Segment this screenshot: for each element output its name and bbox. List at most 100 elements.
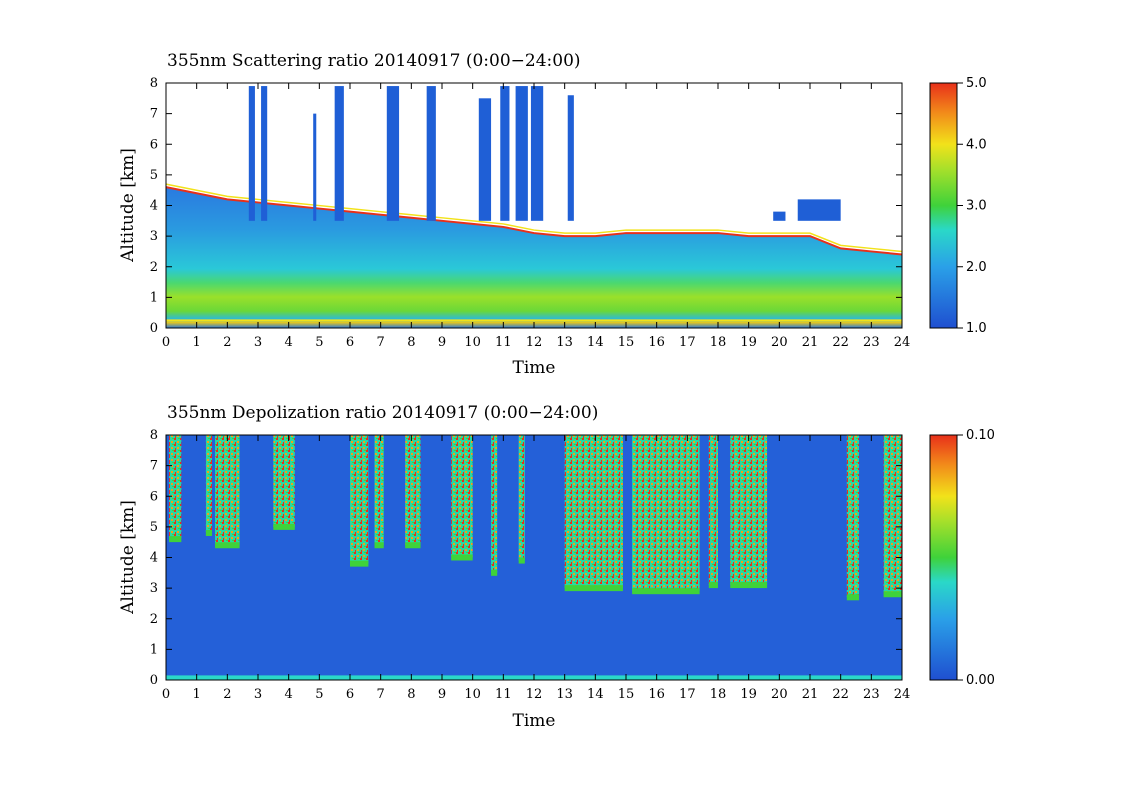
y-tick-label: 4	[150, 199, 158, 214]
x-tick-label: 16	[648, 335, 665, 350]
high-depol-region	[451, 435, 473, 558]
x-tick-label: 18	[710, 687, 727, 702]
colorbar-tick-label: 0.00	[966, 673, 995, 688]
x-tick-label: 24	[894, 687, 911, 702]
high-depol-region	[205, 435, 212, 533]
x-tick-label: 23	[863, 687, 880, 702]
x-tick-label: 9	[438, 687, 446, 702]
x-tick-label: 4	[285, 687, 293, 702]
y-axis: 0 1 2 3 4 5 6 7 8	[150, 76, 902, 336]
x-tick-label: 6	[346, 335, 354, 350]
high-depol-region	[708, 435, 718, 586]
cloud-base-band	[405, 542, 421, 549]
x-tick-label: 1	[193, 335, 201, 350]
colorbar-tick-label: 3.0	[966, 199, 987, 214]
colorbar	[929, 434, 958, 681]
y-tick-label: 6	[150, 137, 158, 152]
y-tick-label: 1	[150, 642, 158, 657]
x-tick-label: 0	[162, 687, 170, 702]
x-tick-label: 5	[315, 687, 323, 702]
x-axis-label: Time	[513, 358, 556, 378]
x-tick-label: 12	[526, 687, 543, 702]
x-axis-label: Time	[513, 711, 556, 731]
high-depol-region	[374, 435, 384, 546]
x-tick-label: 21	[802, 687, 819, 702]
chart-title: 355nm Depolization ratio 20140917 (0:00−…	[167, 403, 598, 423]
cloud-base-band	[350, 560, 369, 567]
x-tick-label: 2	[223, 687, 231, 702]
y-tick-label: 7	[150, 107, 158, 122]
colorbar	[929, 82, 958, 329]
y-axis-label: Altitude [km]	[118, 148, 138, 263]
cloud-base-contour	[165, 186, 903, 256]
x-tick-label: 3	[254, 687, 262, 702]
cloud-column	[797, 199, 841, 221]
colorbar-tick-label: 2.0	[966, 260, 987, 275]
panel-scattering-ratio: 355nm Scattering ratio 20140917 (0:00−24…	[118, 51, 987, 378]
x-tick-label: 8	[407, 335, 415, 350]
cloud-base-contour-outer	[165, 183, 903, 253]
x-tick-label: 11	[495, 687, 512, 702]
x-tick-label: 8	[407, 687, 415, 702]
x-tick-label: 1	[193, 687, 201, 702]
x-tick-label: 24	[894, 335, 911, 350]
y-tick-label: 5	[150, 168, 158, 183]
x-tick-label: 15	[618, 687, 635, 702]
cloud-base-band	[215, 542, 240, 549]
colorbar-tick-label: 0.10	[966, 428, 995, 443]
cloud-base-band	[846, 594, 860, 601]
x-tick-label: 2	[223, 335, 231, 350]
cloud-base-band	[883, 591, 902, 598]
x-tick-label: 10	[464, 687, 481, 702]
y-tick-label: 2	[150, 260, 158, 275]
high-depol-region	[405, 435, 421, 546]
x-tick-label: 21	[802, 335, 819, 350]
x-tick-label: 20	[771, 687, 788, 702]
cloud-base-band	[491, 569, 498, 576]
y-tick-label: 0	[150, 673, 158, 688]
x-tick-label: 16	[648, 687, 665, 702]
y-tick-label: 8	[150, 76, 158, 91]
high-depol-region	[491, 435, 498, 573]
y-tick-label: 7	[150, 459, 158, 474]
high-depol-region	[564, 435, 623, 589]
x-tick-label: 13	[556, 335, 573, 350]
high-depol-region	[730, 435, 768, 586]
y-tick-label: 3	[150, 581, 158, 596]
cloud-column	[426, 86, 436, 221]
cloud-column	[261, 86, 268, 221]
x-axis: 0 1 2 3 4 5 6 7 8 9 10 11 12 13 14 15 16 17 18 19 20 21 22 23 24	[162, 435, 910, 702]
high-depol-region	[632, 435, 700, 592]
colorbar-tick-label: 1.0	[966, 321, 987, 336]
x-tick-label: 14	[587, 335, 604, 350]
y-tick-label: 5	[150, 520, 158, 535]
y-tick-label: 4	[150, 551, 158, 566]
x-tick-label: 22	[832, 335, 849, 350]
cloud-column	[248, 86, 255, 221]
cloud-column	[530, 86, 544, 221]
x-tick-label: 12	[526, 335, 543, 350]
colorbar-tick-label: 4.0	[966, 137, 987, 152]
y-tick-label: 0	[150, 321, 158, 336]
y-tick-label: 6	[150, 489, 158, 504]
x-tick-label: 13	[556, 687, 573, 702]
panel-depolarization-ratio: 355nm Depolization ratio 20140917 (0:00−…	[118, 403, 995, 731]
aerosol-layer	[166, 187, 902, 328]
plot-area	[165, 86, 903, 328]
cloud-base-band	[374, 542, 384, 549]
cloud-base-band	[518, 557, 525, 564]
cloud-base-band	[730, 582, 768, 589]
cloud-column	[500, 86, 510, 221]
x-tick-label: 18	[710, 335, 727, 350]
cloud-column	[334, 86, 344, 221]
x-tick-label: 17	[679, 687, 696, 702]
cloud-column	[313, 113, 317, 221]
x-tick-label: 7	[377, 335, 385, 350]
x-tick-label: 7	[377, 687, 385, 702]
y-axis-label: Altitude [km]	[118, 500, 138, 615]
y-axis: 0 1 2 3 4 5 6 7 8	[150, 428, 902, 688]
cloud-column	[773, 211, 786, 221]
cloud-base-band	[632, 588, 700, 595]
x-tick-label: 0	[162, 335, 170, 350]
